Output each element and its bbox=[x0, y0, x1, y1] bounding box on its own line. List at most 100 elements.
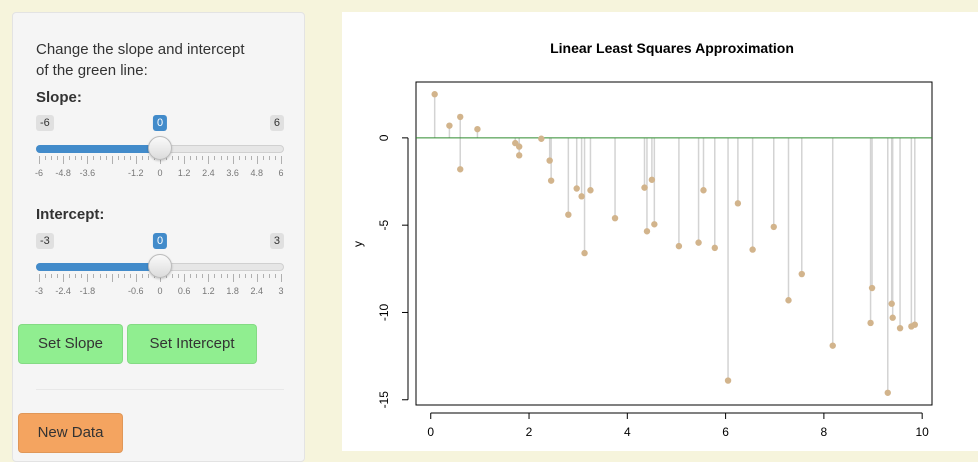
intercept-slider-tick bbox=[69, 274, 71, 278]
y-axis: 0 -5 -10 -15 bbox=[377, 134, 409, 409]
set-slope-button[interactable]: Set Slope bbox=[18, 324, 123, 364]
data-point bbox=[573, 185, 580, 192]
intercept-min-label: -3 bbox=[36, 233, 54, 249]
slope-slider-tick bbox=[129, 156, 131, 160]
slope-slider-tick bbox=[141, 156, 143, 160]
data-point bbox=[884, 389, 891, 396]
intercept-slider-tick-label: -1.8 bbox=[79, 286, 96, 296]
intercept-slider-tick bbox=[129, 274, 131, 278]
data-point bbox=[578, 193, 585, 200]
slope-slider-tick bbox=[256, 156, 258, 164]
intercept-slider-tick bbox=[172, 274, 174, 278]
data-point bbox=[565, 211, 572, 218]
set-intercept-button[interactable]: Set Intercept bbox=[127, 324, 257, 364]
slope-slider-tick bbox=[172, 156, 174, 160]
x-axis: 0 2 4 6 8 10 bbox=[427, 412, 929, 439]
slope-value-label: 0 bbox=[152, 115, 168, 131]
slope-slider-handle[interactable] bbox=[148, 136, 172, 160]
slope-slider-tick bbox=[208, 156, 210, 164]
intercept-max-label: 3 bbox=[269, 233, 284, 249]
intercept-slider-tick-label: 3 bbox=[278, 286, 284, 296]
chart-title: Linear Least Squares Approximation bbox=[550, 40, 794, 56]
help-text: Change the slope and intercept of the gr… bbox=[36, 39, 296, 81]
slope-slider-tick bbox=[190, 156, 192, 160]
slope-slider-tick bbox=[226, 156, 228, 160]
intercept-slider-tick bbox=[220, 274, 222, 278]
intercept-slider-tick bbox=[117, 274, 119, 278]
data-point bbox=[888, 300, 895, 307]
slope-max-label: 6 bbox=[269, 115, 284, 131]
data-point bbox=[798, 270, 805, 278]
new-data-button[interactable]: New Data bbox=[18, 413, 123, 453]
residual-segments bbox=[433, 94, 916, 393]
slope-slider-tick bbox=[105, 156, 107, 160]
slope-slider-tick-label: 4.8 bbox=[250, 168, 264, 178]
data-point bbox=[643, 228, 651, 235]
intercept-slider-tick-label: -3 bbox=[34, 286, 44, 296]
data-point bbox=[431, 91, 438, 98]
slope-slider-tick bbox=[281, 156, 282, 164]
slope-slider-tick bbox=[39, 156, 40, 164]
slope-slider-ticks bbox=[36, 156, 284, 164]
intercept-slider-tick bbox=[262, 274, 264, 278]
intercept-slider-tick-label: -0.6 bbox=[128, 286, 144, 296]
intercept-slider-tick-label: 1.8 bbox=[226, 286, 239, 296]
data-point bbox=[516, 152, 523, 159]
slope-slider[interactable]: -6 6 0 -6 -4.8 -3.6 -1.2 0 1.2 2.4 3.6 4.8 6 bbox=[34, 115, 284, 195]
intercept-slider-tick bbox=[184, 274, 186, 282]
x-tick-label: 6 bbox=[722, 425, 729, 439]
data-points bbox=[431, 91, 918, 396]
slope-slider-tick bbox=[123, 156, 125, 160]
data-point bbox=[651, 221, 658, 228]
intercept-slider-tick bbox=[123, 274, 125, 278]
slope-slider-tick bbox=[69, 156, 71, 160]
intercept-slider-tick bbox=[244, 274, 246, 278]
slope-slider-tick bbox=[268, 156, 270, 160]
intercept-slider[interactable]: -3 3 0 -3 -2.4 -1.8 -0.6 0 0.6 1.2 1.8 2.4 3 bbox=[34, 233, 284, 313]
data-point bbox=[675, 242, 683, 250]
intercept-slider-tick bbox=[147, 274, 149, 278]
y-tick-label: 0 bbox=[377, 134, 391, 141]
slope-slider-tick bbox=[135, 156, 137, 164]
intercept-slider-tick-label: 2.4 bbox=[250, 286, 264, 296]
intercept-slider-tick bbox=[256, 274, 258, 282]
x-tick-label: 10 bbox=[915, 425, 929, 439]
slope-slider-tick bbox=[196, 156, 198, 160]
slope-slider-tick bbox=[117, 156, 119, 160]
data-point bbox=[724, 377, 732, 384]
intercept-slider-tick bbox=[57, 274, 59, 278]
intercept-slider-tick bbox=[232, 274, 234, 282]
intercept-slider-ticks bbox=[36, 274, 284, 282]
data-point bbox=[867, 319, 874, 327]
slope-slider-tick bbox=[238, 156, 240, 160]
intercept-slider-handle[interactable] bbox=[148, 254, 172, 278]
intercept-slider-tick bbox=[202, 274, 204, 278]
intercept-slider-tick-label: 0.6 bbox=[177, 286, 191, 296]
intercept-slider-tick-label: 1.2 bbox=[202, 286, 215, 296]
data-point bbox=[700, 187, 707, 194]
data-point bbox=[911, 321, 918, 328]
intercept-value-label: 0 bbox=[152, 233, 168, 249]
data-point bbox=[889, 314, 896, 321]
slope-slider-tick-label: -6 bbox=[34, 168, 44, 178]
data-point bbox=[829, 342, 836, 349]
slope-slider-tick bbox=[178, 156, 180, 160]
y-axis-label: y bbox=[351, 241, 365, 247]
data-point bbox=[581, 249, 588, 257]
help-text-line-2: of the green line: bbox=[36, 62, 148, 79]
x-tick-label: 4 bbox=[624, 425, 631, 439]
plot-frame bbox=[415, 81, 933, 406]
slope-slider-tick bbox=[99, 156, 101, 160]
x-tick-label: 8 bbox=[821, 425, 828, 439]
app-title-strip bbox=[0, 0, 978, 12]
sidebar-divider bbox=[36, 389, 284, 390]
y-tick-label: -15 bbox=[377, 391, 391, 409]
help-text-line-1: Change the slope and intercept bbox=[36, 41, 245, 58]
x-tick-label: 2 bbox=[526, 425, 533, 439]
slope-slider-tick bbox=[160, 156, 161, 164]
intercept-slider-tick bbox=[135, 274, 137, 282]
slope-slider-tick-label: -3.6 bbox=[79, 168, 96, 178]
data-point bbox=[641, 184, 648, 191]
data-point bbox=[868, 284, 876, 292]
data-point bbox=[538, 135, 545, 142]
